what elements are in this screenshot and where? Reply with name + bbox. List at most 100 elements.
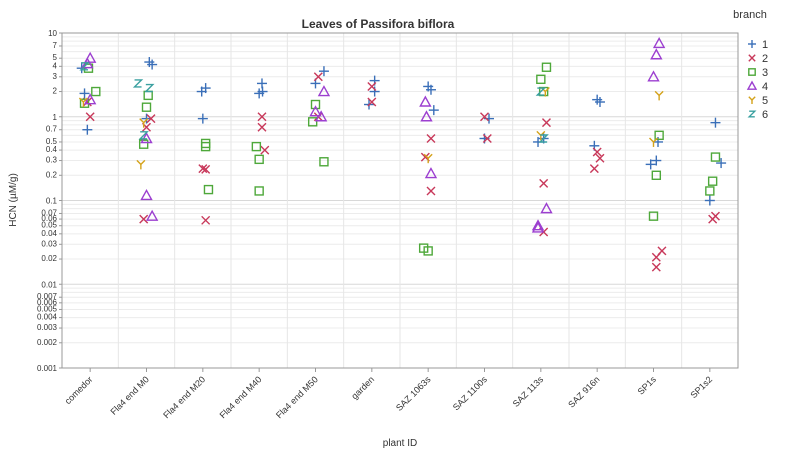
marker-stroke [419,95,432,107]
data-point-branch-6 [132,79,144,88]
marker-stroke [260,145,270,155]
y-tick-label: 0.007 [37,292,58,301]
data-point-branch-5 [136,159,146,170]
data-point-branch-6 [138,131,149,140]
data-point-branch-1 [645,159,656,170]
marker-stroke [480,112,489,122]
plot-frame [61,32,739,369]
marker-stroke [589,164,599,174]
legend-label-3: 3 [762,67,768,79]
marker-stroke [651,170,662,180]
data-point-branch-3 [254,154,264,165]
data-point-branch-2 [592,147,602,157]
marker-stroke [140,159,146,165]
data-point-branch-3 [651,170,662,180]
marker-stroke [708,214,718,224]
marker-stroke [539,178,549,188]
marker-stroke [257,112,267,122]
marker-stroke [654,90,660,96]
marker-stroke [746,80,758,90]
marker-stroke [426,186,436,196]
marker-stroke [132,79,144,88]
data-point-branch-2 [651,262,661,272]
y-tick-label: 0.001 [37,364,58,373]
data-point-branch-2 [367,97,377,107]
x-axis-title: plant ID [383,438,417,449]
legend-title: branch [733,9,767,21]
data-point-branch-2 [139,214,149,224]
legend-marker-3 [748,68,756,76]
legend-label-1: 1 [762,39,768,51]
y-tick-label: 0.7 [46,125,58,134]
data-point-branch-4 [531,219,545,231]
marker-stroke [653,137,658,143]
marker-stroke [198,164,208,174]
marker-stroke [309,105,322,117]
data-point-branch-1 [257,86,268,97]
marker-stroke [85,112,95,122]
marker-stroke [146,114,156,124]
data-point-branch-3 [138,139,149,149]
marker-stroke [747,110,757,118]
data-point-branch-3 [319,157,329,167]
legend-label-4: 4 [762,81,768,93]
marker-stroke [83,93,97,105]
marker-stroke [140,188,153,201]
marker-stroke [145,209,159,221]
marker-stroke [91,86,101,97]
marker-stroke [319,157,329,167]
marker-stroke [310,99,321,110]
data-point-branch-3 [710,152,721,162]
data-point-branch-2 [482,133,492,143]
marker-stroke [748,54,756,62]
marker-stroke [650,48,663,60]
marker-stroke [541,118,551,128]
marker-stroke [648,211,659,221]
marker-stroke [540,202,553,214]
data-point-branch-2 [257,122,267,132]
y-tick-label: 10 [48,29,57,38]
y-tick-label: 3 [53,72,58,81]
marker-stroke [140,132,153,144]
data-point-branch-5 [649,137,658,147]
data-point-branch-6 [538,134,549,143]
data-point-branch-3 [705,186,715,196]
data-point-branch-3 [648,211,659,221]
data-point-branch-3 [251,141,262,152]
data-point-branch-1 [704,195,715,206]
marker-stroke [79,62,90,71]
marker-stroke [78,97,84,103]
marker-stroke [251,141,262,152]
y-tick-label: 0.3 [46,156,58,165]
data-point-branch-4 [531,221,545,233]
marker-stroke [420,152,430,162]
marker-stroke [257,122,267,132]
marker-stroke [649,137,654,143]
data-point-branch-4 [419,95,432,107]
data-point-branch-4 [317,85,331,97]
marker-stroke [535,87,547,96]
data-point-branch-1 [428,105,439,116]
data-point-branch-4 [314,110,328,122]
grid-layer [62,33,738,369]
marker-stroke [367,81,377,91]
y-tick-label: 7 [53,41,58,50]
data-point-branch-1 [716,158,727,169]
data-point-branch-1 [318,66,329,77]
data-point-branch-5 [78,97,88,108]
legend-label-5: 5 [762,95,768,107]
y-tick-label: 5 [53,53,58,62]
data-point-branch-2 [541,118,551,128]
marker-stroke [83,51,97,63]
marker-stroke [143,118,149,124]
marker-stroke [707,176,718,186]
marker-stroke [748,68,756,76]
marker-stroke [531,221,545,233]
marker-stroke [424,167,438,179]
marker-stroke [544,87,550,93]
data-point-branch-2 [198,164,208,174]
data-point-branch-2 [539,178,549,188]
marker-stroke [652,37,666,49]
data-point-branch-2 [480,112,489,122]
marker-stroke [482,133,492,143]
